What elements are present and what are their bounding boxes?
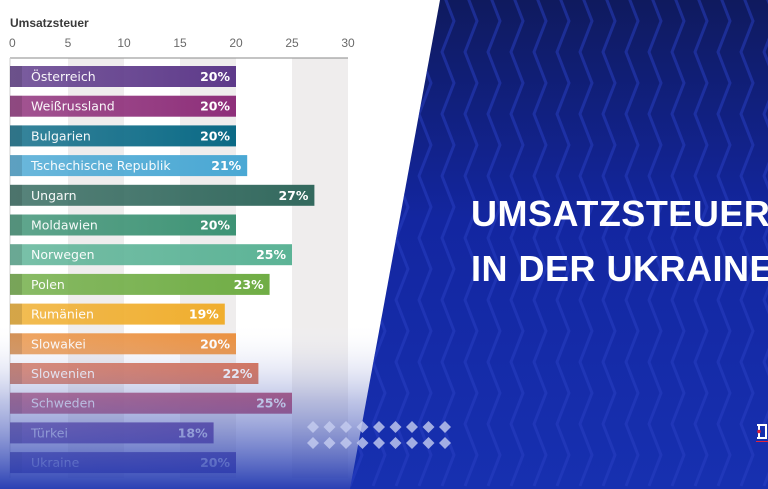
bar-category-label: Türkei [30, 425, 68, 440]
bar-group: Slowenien 22% [10, 363, 259, 384]
bar-value-label: 20% [200, 336, 230, 351]
grid-band [180, 58, 236, 478]
bar-group: Polen 23% [10, 273, 270, 295]
bar-cap [10, 244, 22, 266]
bar-value-label: 19% [189, 307, 219, 322]
bar-category-label: Österreich [31, 68, 96, 84]
bar-group: Ungarn 27% [10, 184, 315, 206]
x-tick-label: 15 [173, 36, 187, 50]
bar-group: Österreich 20% [10, 66, 236, 87]
bar-value-label: 23% [234, 277, 264, 292]
bar-value-label: 25% [256, 247, 286, 262]
bar-category-label: Ukraine [31, 455, 80, 470]
bar-category-label: Bulgarien [31, 128, 91, 143]
bar-cap [10, 363, 22, 384]
bar-value-label: 20% [200, 69, 230, 84]
bar-cap [10, 184, 22, 206]
bar-category-label: Schweden [31, 396, 95, 411]
bar-value-label: 20% [200, 99, 230, 114]
headline-line-2: IN DER UKRAINE [471, 248, 768, 289]
x-tick-label: 30 [341, 36, 355, 50]
bar-category-label: Polen [31, 277, 65, 292]
bar-group: Weißrussland 20% [10, 95, 236, 117]
bar-value-label: 20% [200, 455, 230, 470]
bar-category-label: Tschechische Republik [30, 158, 171, 173]
bar-group: Ukraine 20% [10, 452, 236, 474]
bar-cap [10, 155, 22, 177]
bar-cap [10, 273, 22, 295]
bar-category-label: Slowakei [31, 336, 86, 351]
x-tick-label: 5 [65, 36, 72, 50]
bar-group: Rumänien 19% [10, 303, 225, 325]
x-tick-label: 10 [117, 36, 131, 50]
bar-value-label: 18% [178, 425, 208, 440]
bar-group: Moldawien 20% [10, 214, 236, 236]
bar-value-label: 25% [256, 396, 286, 411]
bar-category-label: Slowenien [31, 366, 95, 381]
bar-cap [10, 303, 22, 325]
bar-cap [10, 422, 22, 444]
bar-value-label: 27% [278, 188, 308, 203]
bar-category-label: Rumänien [31, 307, 94, 322]
x-tick-label: 20 [229, 36, 243, 50]
bar-cap [10, 95, 22, 117]
bar-cap [10, 452, 22, 474]
bar-cap [10, 214, 22, 236]
bar-cap [10, 66, 22, 87]
bar-cap [10, 392, 22, 414]
bar-value-label: 20% [200, 128, 230, 143]
bar-category-label: Ungarn [31, 188, 77, 203]
bar-group: Slowakei 20% [10, 333, 236, 355]
bar-group: Tschechische Republik 21% [10, 155, 248, 177]
grid-band [292, 58, 348, 478]
bar-value-label: 20% [200, 218, 230, 233]
bar-category-label: Norwegen [31, 247, 95, 262]
x-tick-label: 0 [9, 36, 16, 50]
bar-value-label: 22% [222, 366, 252, 381]
bar-group: Bulgarien 20% [10, 125, 236, 147]
headline-line-1: UMSATZSTEUER [471, 193, 768, 234]
bar-group: Türkei 18% [10, 422, 214, 444]
bar-cap [10, 333, 22, 355]
bar-group: Norwegen 25% [10, 244, 292, 266]
bar-category-label: Weißrussland [31, 99, 115, 114]
grid-band [68, 58, 124, 478]
x-tick-label: 25 [285, 36, 299, 50]
bar-value-label: 21% [211, 158, 241, 173]
bar-category-label: Moldawien [31, 218, 98, 233]
bar-group: Schweden 25% [10, 392, 292, 414]
bar-cap [10, 125, 22, 147]
brand-logo-icon [756, 424, 768, 442]
